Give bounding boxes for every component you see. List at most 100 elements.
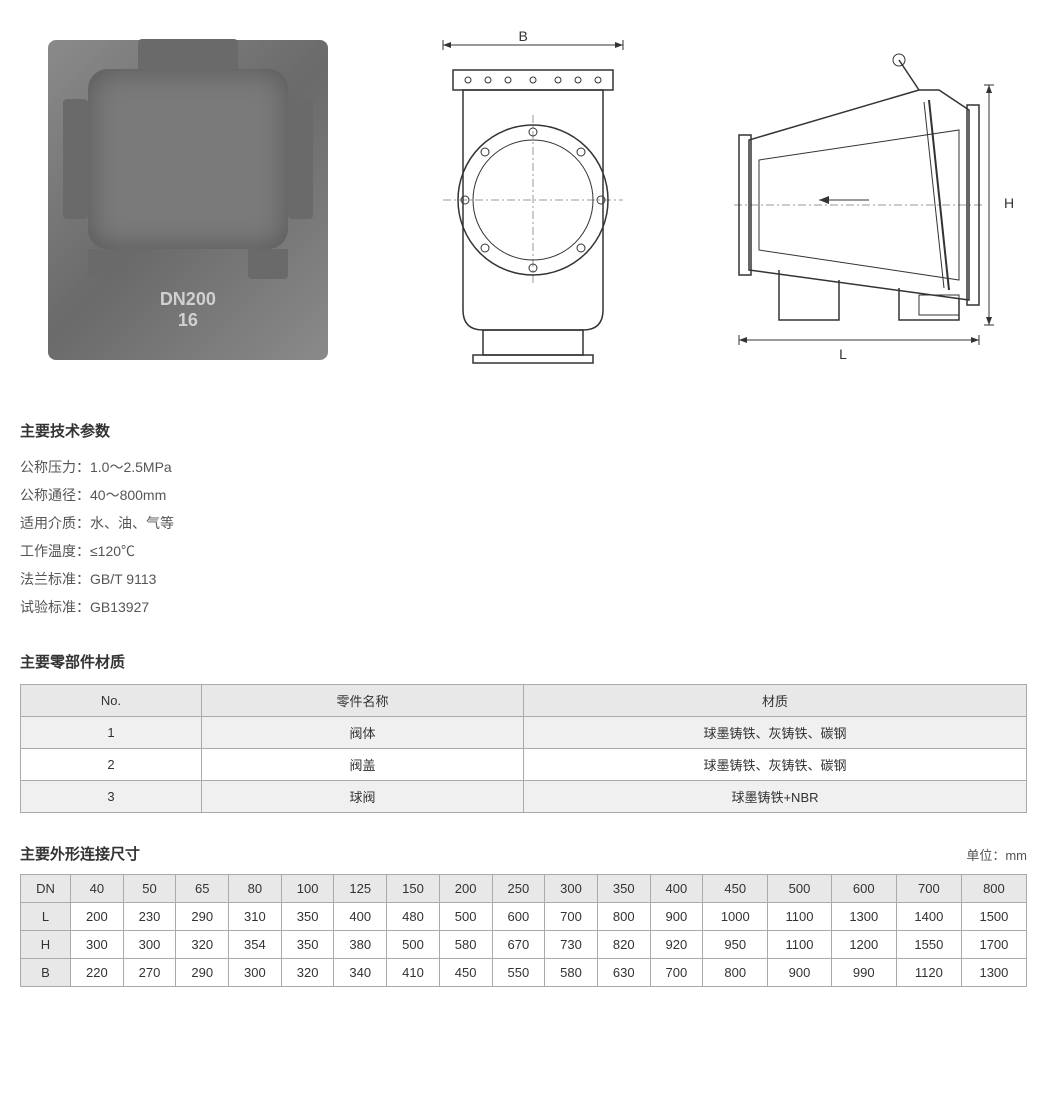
dim-cell: 320 (176, 931, 229, 959)
spec-label: 公称通径： (20, 487, 90, 503)
tech-specs-title: 主要技术参数 (20, 420, 1027, 441)
valve-foot-left (88, 249, 128, 279)
dim-cell: 300 (71, 931, 124, 959)
valve-top-shape (138, 39, 238, 69)
spec-value: 40～800mm (90, 487, 166, 503)
diagrams-row: DN200 16 (20, 20, 1027, 380)
cell-material: 球墨铸铁+NBR (523, 781, 1026, 813)
table-row: H300300320354350380500580670730820920950… (21, 931, 1027, 959)
spec-line: 试验标准：GB13927 (20, 593, 1027, 621)
dim-cell: 450 (439, 959, 492, 987)
dim-l-label: L (839, 346, 847, 362)
dim-cell: 220 (71, 959, 124, 987)
valve-flange-left (63, 99, 88, 219)
dim-cell: 1550 (896, 931, 961, 959)
cell-material: 球墨铸铁、灰铸铁、碳钢 (523, 717, 1026, 749)
dim-cell: 300 (123, 931, 176, 959)
dim-cell: 310 (229, 903, 282, 931)
cell-part: 阀体 (202, 717, 524, 749)
dim-cell: 1700 (961, 931, 1026, 959)
dim-col-header: 400 (650, 875, 703, 903)
col-no: No. (21, 685, 202, 717)
dim-cell: 270 (123, 959, 176, 987)
dim-col-header: 800 (961, 875, 1026, 903)
dim-row-label: H (21, 931, 71, 959)
table-row: 3 球阀 球墨铸铁+NBR (21, 781, 1027, 813)
dim-cell: 290 (176, 959, 229, 987)
cell-no: 2 (21, 749, 202, 781)
cell-no: 1 (21, 717, 202, 749)
dim-cell: 900 (650, 903, 703, 931)
dim-col-header: 80 (229, 875, 282, 903)
dim-col-header: 50 (123, 875, 176, 903)
spec-line: 公称通径：40～800mm (20, 481, 1027, 509)
valve-body-shape (88, 69, 288, 249)
dim-cell: 480 (387, 903, 440, 931)
dim-cell: 200 (71, 903, 124, 931)
cell-part: 阀盖 (202, 749, 524, 781)
table-row: L200230290310350400480500600700800900100… (21, 903, 1027, 931)
dim-col-header: 200 (439, 875, 492, 903)
materials-table: No. 零件名称 材质 1 阀体 球墨铸铁、灰铸铁、碳钢 2 阀盖 球墨铸铁、灰… (20, 684, 1027, 813)
section-drawing: H L (709, 30, 1009, 370)
spec-line: 法兰标准：GB/T 9113 (20, 565, 1027, 593)
dim-cell: 230 (123, 903, 176, 931)
dim-cell: 670 (492, 931, 545, 959)
dim-col-header: 500 (768, 875, 831, 903)
front-drawing: B (373, 30, 673, 370)
spec-label: 适用介质： (20, 515, 90, 531)
dim-cell: 1120 (896, 959, 961, 987)
dim-col-header: 150 (387, 875, 440, 903)
product-photo: DN200 16 (38, 30, 338, 370)
dim-row-label: DN (21, 875, 71, 903)
dim-cell: 1100 (768, 931, 831, 959)
table-row: 2 阀盖 球墨铸铁、灰铸铁、碳钢 (21, 749, 1027, 781)
dim-cell: 700 (650, 959, 703, 987)
spec-label: 试验标准： (20, 599, 90, 615)
photo-label-pn: 16 (160, 310, 216, 331)
dim-cell: 950 (703, 931, 768, 959)
dim-b-label: B (518, 28, 527, 44)
materials-title: 主要零部件材质 (20, 651, 1027, 672)
spec-value: 水、油、气等 (90, 515, 174, 531)
dim-col-header: 700 (896, 875, 961, 903)
cell-part: 球阀 (202, 781, 524, 813)
dim-row-label: L (21, 903, 71, 931)
dim-cell: 1100 (768, 903, 831, 931)
dim-col-header: 100 (281, 875, 334, 903)
dim-cell: 1300 (831, 903, 896, 931)
dim-cell: 700 (545, 903, 598, 931)
dim-h-label: H (1004, 195, 1014, 211)
spec-label: 法兰标准： (20, 571, 90, 587)
dim-cell: 800 (703, 959, 768, 987)
dim-cell: 990 (831, 959, 896, 987)
dim-col-header: 300 (545, 875, 598, 903)
col-material: 材质 (523, 685, 1026, 717)
cell-no: 3 (21, 781, 202, 813)
dim-cell: 1300 (961, 959, 1026, 987)
dim-cell: 900 (768, 959, 831, 987)
dim-cell: 1400 (896, 903, 961, 931)
col-part: 零件名称 (202, 685, 524, 717)
dim-cell: 300 (229, 959, 282, 987)
dim-cell: 550 (492, 959, 545, 987)
dim-cell: 410 (387, 959, 440, 987)
valve-feet (88, 249, 288, 279)
dim-col-header: 450 (703, 875, 768, 903)
dim-cell: 350 (281, 931, 334, 959)
spec-line: 公称压力：1.0～2.5MPa (20, 453, 1027, 481)
dim-cell: 600 (492, 903, 545, 931)
spec-label: 公称压力： (20, 459, 90, 475)
table-row: B220270290300320340410450550580630700800… (21, 959, 1027, 987)
dimensions-title: 主要外形连接尺寸 (20, 843, 140, 864)
spec-line: 工作温度：≤120℃ (20, 537, 1027, 565)
dim-row-label: B (21, 959, 71, 987)
photo-label-dn: DN200 (160, 289, 216, 310)
dim-cell: 1000 (703, 903, 768, 931)
dim-cell: 320 (281, 959, 334, 987)
dim-cell: 630 (597, 959, 650, 987)
dim-col-header: 250 (492, 875, 545, 903)
table-row: 1 阀体 球墨铸铁、灰铸铁、碳钢 (21, 717, 1027, 749)
dimensions-table: DN40506580100125150200250300350400450500… (20, 874, 1027, 987)
dim-cell: 500 (387, 931, 440, 959)
